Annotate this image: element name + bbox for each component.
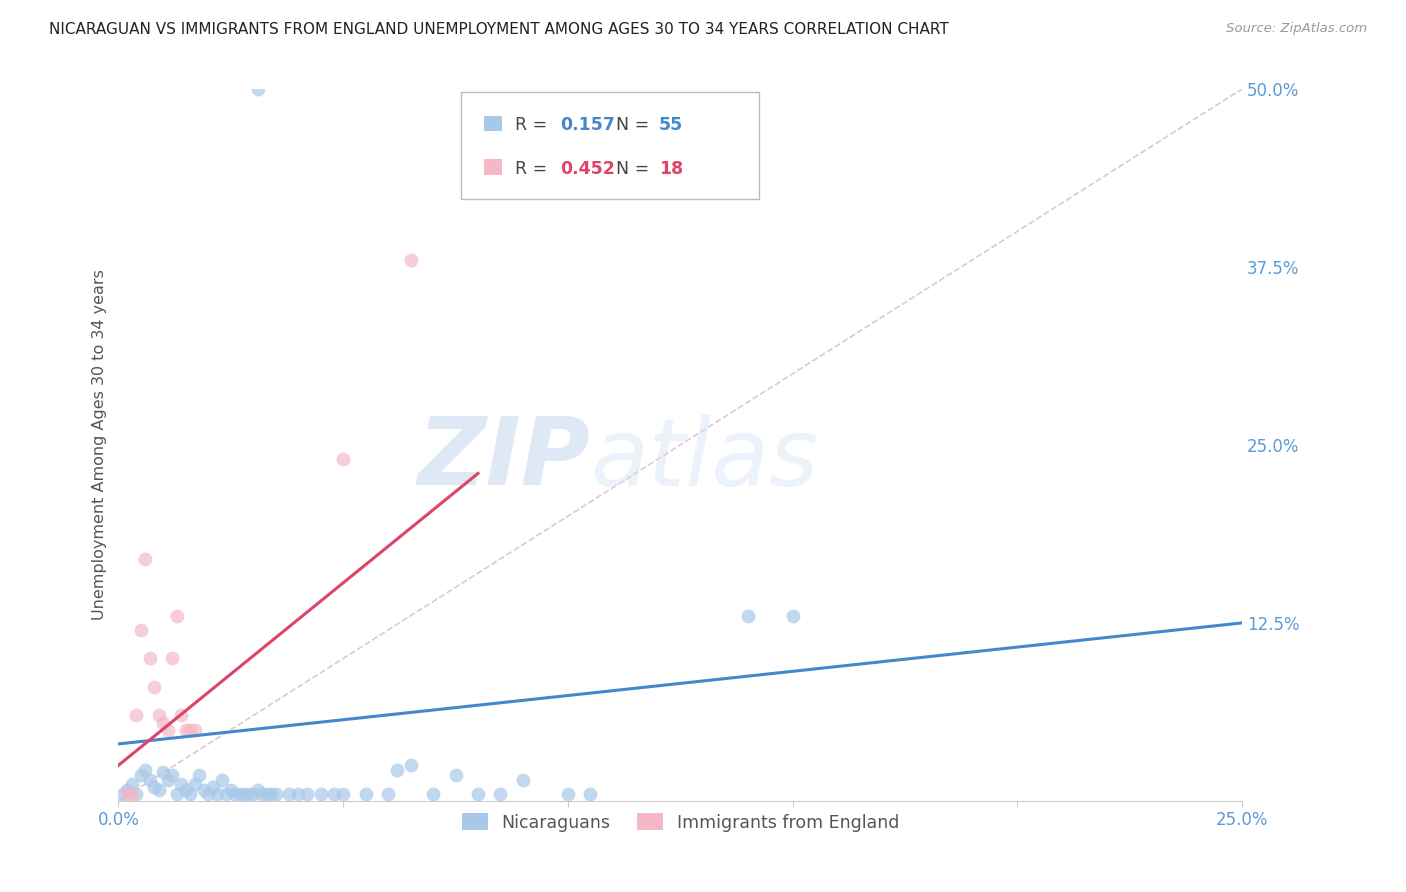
Point [129,623,152,637]
Point [246,782,269,797]
Point [215,787,238,801]
Point [332,787,354,801]
Point [117,782,139,797]
Point [489,787,512,801]
Point [111,787,134,801]
Point [152,765,174,780]
Point [467,787,489,801]
Point [211,772,233,787]
Point [399,252,422,267]
Point [287,787,309,801]
Point [162,651,184,665]
Point [422,787,444,801]
Text: Source: ZipAtlas.com: Source: ZipAtlas.com [1226,22,1367,36]
Text: 0.452: 0.452 [560,160,614,178]
Point [179,723,201,737]
Point [152,715,174,730]
Point [162,768,184,782]
Point [557,787,579,801]
Point [121,777,143,791]
Point [148,782,170,797]
Point [156,772,179,787]
Point [256,787,278,801]
Text: 55: 55 [659,117,683,135]
Point [129,768,152,782]
Point [512,772,534,787]
FancyBboxPatch shape [461,93,759,199]
Text: 18: 18 [659,160,683,178]
Point [399,758,422,772]
Point [193,782,215,797]
Point [278,787,301,801]
Point [197,787,219,801]
Point [143,680,166,694]
Text: R =: R = [515,117,553,135]
Point [782,608,804,623]
Point [184,723,207,737]
Point [139,772,162,787]
Point [166,608,188,623]
Point [125,787,148,801]
Point [377,787,399,801]
Point [134,763,156,777]
Point [323,787,346,801]
Point [201,780,224,794]
Text: 0.157: 0.157 [560,117,614,135]
Point [121,787,143,801]
Legend: Nicaraguans, Immigrants from England: Nicaraguans, Immigrants from England [454,806,905,838]
Text: N =: N = [616,117,655,135]
Point [444,768,467,782]
Point [148,708,170,723]
Point [174,723,197,737]
Text: N =: N = [616,160,655,178]
Point [233,787,256,801]
FancyBboxPatch shape [484,116,502,131]
Point [737,608,759,623]
Point [156,723,179,737]
Text: ZIP: ZIP [418,413,591,505]
Point [385,763,408,777]
Point [207,787,229,801]
Point [219,782,242,797]
Point [252,787,274,801]
Point [260,787,283,801]
Point [242,787,264,801]
Point [264,787,287,801]
Point [224,787,246,801]
Point [229,787,252,801]
Point [125,708,148,723]
Point [179,787,201,801]
Text: R =: R = [515,160,553,178]
Point [117,787,139,801]
Point [579,787,602,801]
Point [246,82,269,96]
Point [188,768,211,782]
Point [143,780,166,794]
Point [309,787,332,801]
Point [174,782,197,797]
Point [134,551,156,566]
Point [354,787,377,801]
Point [166,787,188,801]
Point [297,787,319,801]
Point [170,708,193,723]
FancyBboxPatch shape [484,160,502,175]
Point [139,651,162,665]
Text: atlas: atlas [591,414,818,505]
Text: NICARAGUAN VS IMMIGRANTS FROM ENGLAND UNEMPLOYMENT AMONG AGES 30 TO 34 YEARS COR: NICARAGUAN VS IMMIGRANTS FROM ENGLAND UN… [49,22,949,37]
Point [184,777,207,791]
Point [238,787,260,801]
Point [170,777,193,791]
Y-axis label: Unemployment Among Ages 30 to 34 years: Unemployment Among Ages 30 to 34 years [93,269,107,620]
Point [332,452,354,467]
